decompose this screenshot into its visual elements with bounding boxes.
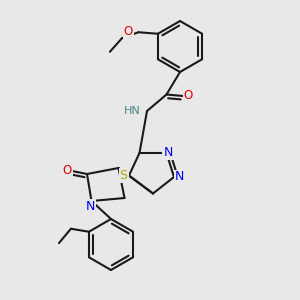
Text: S: S	[120, 169, 128, 182]
Text: N: N	[175, 170, 184, 184]
Text: N: N	[85, 200, 95, 213]
Text: O: O	[124, 25, 133, 38]
Text: O: O	[63, 164, 72, 178]
Text: HN: HN	[124, 106, 140, 116]
Text: O: O	[184, 89, 193, 103]
Text: N: N	[163, 146, 173, 159]
